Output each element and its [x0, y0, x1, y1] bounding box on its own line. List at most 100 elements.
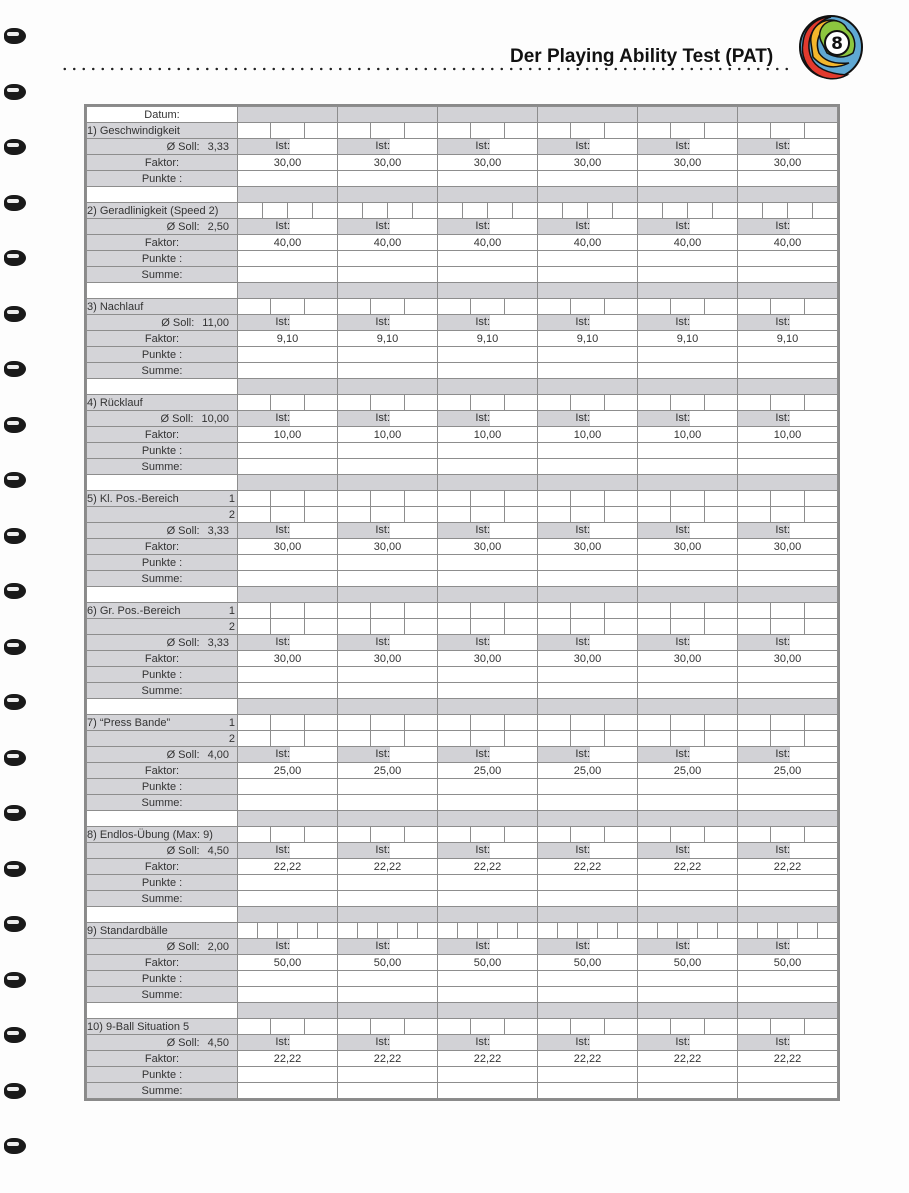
attempt-box[interactable] — [457, 923, 477, 938]
attempt-box[interactable] — [487, 203, 512, 218]
attempt-box[interactable] — [703, 123, 737, 138]
punkte-input[interactable] — [637, 442, 738, 459]
attempt-box[interactable] — [670, 715, 703, 730]
attempt-box[interactable] — [470, 715, 503, 730]
attempt-box[interactable] — [403, 491, 437, 506]
ist-input[interactable] — [490, 843, 537, 858]
attempt-box[interactable] — [570, 603, 603, 618]
ist-input[interactable] — [490, 747, 537, 762]
punkte-input[interactable] — [437, 666, 538, 683]
attempt-box[interactable] — [570, 299, 603, 314]
attempt-box[interactable] — [317, 923, 337, 938]
attempt-box[interactable] — [662, 203, 687, 218]
attempt-box[interactable] — [257, 923, 277, 938]
attempt-box[interactable] — [438, 1019, 470, 1034]
attempt-box[interactable] — [438, 923, 457, 938]
attempt-box[interactable] — [577, 923, 597, 938]
ist-input[interactable] — [490, 315, 537, 330]
attempt-box[interactable] — [538, 715, 570, 730]
summe-input[interactable] — [737, 890, 838, 907]
attempt-box[interactable] — [570, 619, 603, 634]
ist-input[interactable] — [390, 411, 437, 426]
summe-input[interactable] — [437, 986, 538, 1003]
punkte-input[interactable] — [337, 666, 438, 683]
attempt-box[interactable] — [412, 203, 437, 218]
attempt-box[interactable] — [397, 923, 417, 938]
attempt-box[interactable] — [512, 203, 537, 218]
punkte-input[interactable] — [337, 970, 438, 987]
attempt-box[interactable] — [638, 619, 670, 634]
attempt-box[interactable] — [303, 395, 337, 410]
summe-input[interactable] — [537, 890, 638, 907]
attempt-box[interactable] — [603, 507, 637, 522]
attempt-box[interactable] — [770, 1019, 803, 1034]
attempt-box[interactable] — [303, 491, 337, 506]
attempt-box[interactable] — [670, 1019, 703, 1034]
punkte-input[interactable] — [537, 346, 638, 363]
summe-input[interactable] — [537, 570, 638, 587]
attempt-box[interactable] — [770, 299, 803, 314]
summe-input[interactable] — [737, 362, 838, 379]
attempt-box[interactable] — [738, 203, 762, 218]
attempt-box[interactable] — [297, 923, 317, 938]
attempt-box[interactable] — [703, 603, 737, 618]
attempt-box[interactable] — [403, 827, 437, 842]
attempt-box[interactable] — [670, 395, 703, 410]
attempt-box[interactable] — [438, 123, 470, 138]
attempt-box[interactable] — [403, 731, 437, 746]
ist-input[interactable] — [290, 219, 337, 234]
date-cell[interactable] — [637, 106, 738, 123]
attempt-box[interactable] — [270, 731, 303, 746]
attempt-box[interactable] — [312, 203, 337, 218]
summe-input[interactable] — [437, 458, 538, 475]
ist-input[interactable] — [490, 139, 537, 154]
attempt-box[interactable] — [470, 603, 503, 618]
summe-input[interactable] — [737, 682, 838, 699]
attempt-box[interactable] — [270, 491, 303, 506]
ist-input[interactable] — [390, 939, 437, 954]
attempt-box[interactable] — [303, 1019, 337, 1034]
ist-input[interactable] — [690, 315, 737, 330]
ist-input[interactable] — [390, 1035, 437, 1050]
punkte-input[interactable] — [737, 1066, 838, 1083]
punkte-input[interactable] — [637, 970, 738, 987]
ist-input[interactable] — [390, 139, 437, 154]
ist-input[interactable] — [590, 219, 637, 234]
attempt-box[interactable] — [738, 715, 770, 730]
attempt-box[interactable] — [370, 299, 403, 314]
attempt-box[interactable] — [470, 299, 503, 314]
attempt-box[interactable] — [770, 619, 803, 634]
ist-input[interactable] — [490, 635, 537, 650]
summe-input[interactable] — [637, 266, 738, 283]
punkte-input[interactable] — [337, 442, 438, 459]
attempt-box[interactable] — [738, 123, 770, 138]
attempt-box[interactable] — [803, 123, 837, 138]
attempt-box[interactable] — [470, 491, 503, 506]
punkte-input[interactable] — [337, 346, 438, 363]
attempt-box[interactable] — [703, 827, 737, 842]
ist-input[interactable] — [290, 411, 337, 426]
attempt-box[interactable] — [438, 827, 470, 842]
attempt-box[interactable] — [238, 123, 270, 138]
date-cell[interactable] — [237, 106, 338, 123]
attempt-box[interactable] — [362, 203, 387, 218]
attempt-box[interactable] — [303, 299, 337, 314]
attempt-box[interactable] — [370, 603, 403, 618]
attempt-box[interactable] — [603, 491, 637, 506]
summe-input[interactable] — [737, 458, 838, 475]
attempt-box[interactable] — [657, 923, 677, 938]
attempt-box[interactable] — [570, 507, 603, 522]
summe-input[interactable] — [237, 682, 338, 699]
attempt-box[interactable] — [603, 827, 637, 842]
attempt-box[interactable] — [770, 827, 803, 842]
punkte-input[interactable] — [537, 1066, 638, 1083]
punkte-input[interactable] — [237, 970, 338, 987]
attempt-box[interactable] — [803, 1019, 837, 1034]
attempt-box[interactable] — [797, 923, 817, 938]
ist-input[interactable] — [690, 747, 737, 762]
attempt-box[interactable] — [738, 1019, 770, 1034]
attempt-box[interactable] — [570, 827, 603, 842]
attempt-box[interactable] — [770, 715, 803, 730]
attempt-box[interactable] — [712, 203, 737, 218]
summe-input[interactable] — [237, 794, 338, 811]
